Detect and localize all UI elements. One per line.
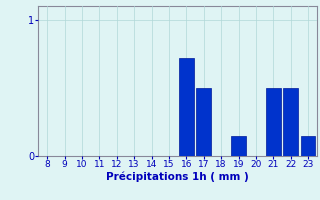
Bar xyxy=(179,58,194,156)
Bar xyxy=(196,88,211,156)
Bar xyxy=(231,136,246,156)
Bar xyxy=(266,88,281,156)
Bar xyxy=(301,136,316,156)
Bar xyxy=(283,88,298,156)
X-axis label: Précipitations 1h ( mm ): Précipitations 1h ( mm ) xyxy=(106,172,249,182)
